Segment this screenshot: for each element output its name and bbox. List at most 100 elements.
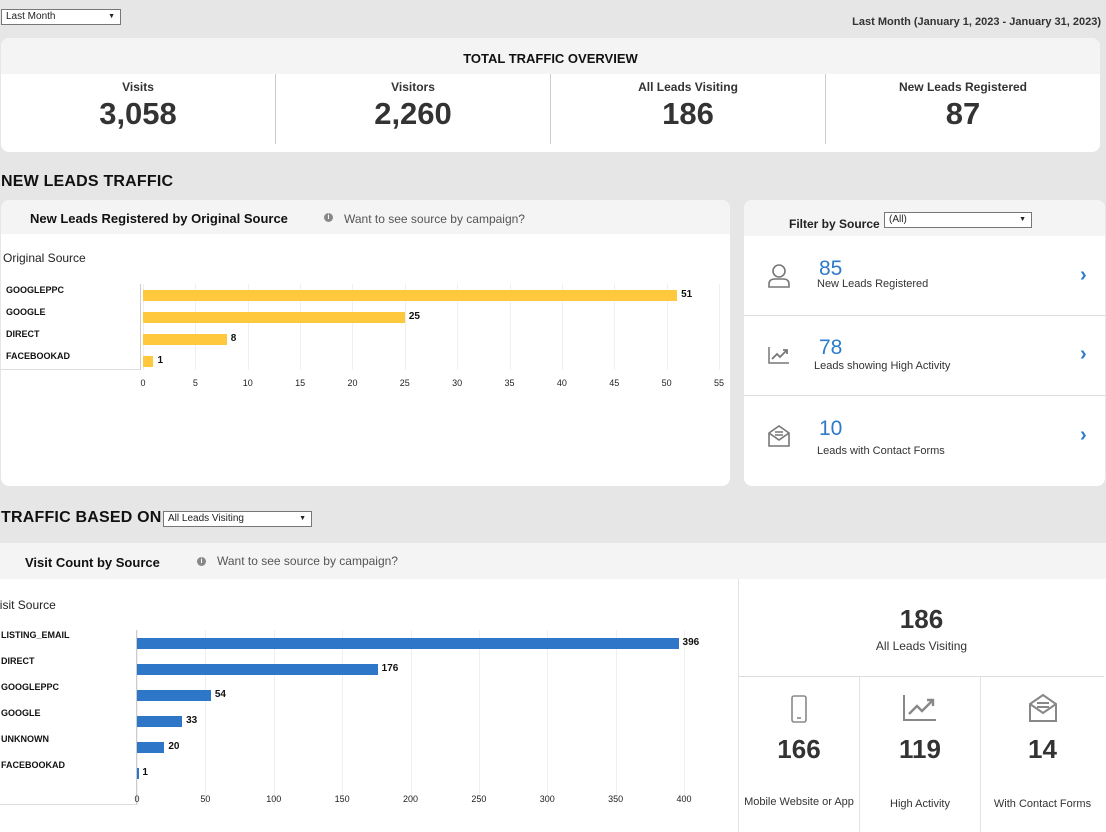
divider [550, 74, 551, 144]
bar[interactable] [137, 767, 139, 779]
x-tick-label: 55 [713, 378, 725, 388]
stat-high-activity: 119 High Activity [860, 676, 980, 832]
bar[interactable] [137, 663, 378, 675]
chevron-down-icon: ▼ [108, 13, 115, 20]
trend-up-icon [903, 695, 936, 721]
bar[interactable] [143, 333, 227, 345]
category-label: GOOGLEPPC [6, 285, 65, 295]
category-label: GOOGLE [6, 307, 46, 317]
envelope-icon [768, 425, 790, 447]
bar-value-label: 1 [142, 767, 148, 778]
gridline [195, 284, 197, 370]
axis-title: Original Source [3, 251, 86, 265]
stat-value: 14 [1028, 734, 1057, 764]
source-filter-select[interactable]: (All) ▼ [884, 212, 1032, 228]
bar[interactable] [137, 637, 679, 649]
divider [739, 676, 1104, 677]
stat-label: High Activity [890, 798, 950, 810]
x-tick-label: 50 [200, 794, 211, 804]
x-tick-label: 0 [134, 794, 140, 804]
divider [744, 395, 1105, 396]
bar[interactable] [143, 355, 154, 367]
x-tick-label: 5 [192, 378, 198, 388]
bar[interactable] [137, 715, 183, 727]
metric-value: 78 [819, 336, 843, 359]
x-tick-label: 150 [334, 794, 350, 804]
bar-value-label: 51 [681, 289, 693, 300]
bar-value-label: 176 [381, 663, 399, 674]
gridline [561, 284, 563, 370]
gridline [410, 630, 412, 805]
category-pane [0, 630, 137, 805]
divider [738, 579, 739, 832]
gridline [342, 630, 344, 805]
traffic-basis-value: All Leads Visiting [168, 513, 244, 524]
metric-label: Leads with Contact Forms [817, 445, 945, 457]
category-pane [1, 284, 141, 370]
chevron-right-icon[interactable]: › [1080, 264, 1087, 286]
x-tick-label: 200 [402, 794, 419, 804]
metric-row-contact-forms[interactable]: 10 Leads with Contact Forms › [744, 396, 1105, 484]
bar-value-label: 33 [186, 715, 198, 726]
category-label: DIRECT [1, 656, 35, 666]
bar[interactable] [137, 741, 165, 753]
campaign-link[interactable]: Want to see source by campaign? [217, 554, 398, 568]
gridline [273, 630, 275, 805]
category-label: DIRECT [6, 329, 40, 339]
x-tick-label: 100 [266, 794, 282, 804]
x-tick-label: 20 [347, 378, 358, 388]
x-tick-label: 15 [295, 378, 306, 388]
period-range-text: Last Month (January 1, 2023 - January 31… [852, 16, 1101, 28]
mobile-icon [791, 695, 807, 723]
kpi-value: 3,058 [99, 96, 177, 131]
overview-header [1, 38, 1100, 74]
campaign-link[interactable]: Want to see source by campaign? [344, 212, 525, 226]
kpi-label: New Leads Registered [898, 80, 1028, 94]
info-icon[interactable]: i [324, 213, 333, 222]
gridline [205, 630, 207, 805]
chart-header [0, 543, 1106, 579]
gridline [404, 284, 406, 370]
visit-count-bar-chart: 0 50 100 150 200 250 300 350 400 LISTING_EMAIL 396… [0, 543, 740, 832]
gridline [614, 284, 616, 370]
bar-value-label: 20 [168, 741, 180, 752]
axis-title: Visit Source [0, 598, 56, 612]
stat-mobile: 166 Mobile Website or App [739, 676, 859, 832]
stat-label: With Contact Forms [993, 798, 1092, 810]
divider [744, 315, 1105, 316]
metric-label: Leads showing High Activity [814, 360, 951, 372]
new-leads-bar-chart: 0 5 10 15 20 25 30 35 40 45 50 55 GOOGLEPPC 51 GOOGLE 2… [1, 200, 730, 486]
category-label: LISTING_EMAIL [1, 630, 70, 640]
gridline [666, 284, 668, 370]
summary-value: 186 [899, 604, 944, 634]
gridline [247, 284, 249, 370]
category-label: FACEBOOKAD [1, 760, 66, 770]
kpi-value: 87 [945, 96, 981, 131]
chevron-right-icon[interactable]: › [1080, 424, 1087, 446]
chevron-down-icon: ▼ [299, 515, 306, 522]
gridline [352, 284, 354, 370]
bar[interactable] [143, 289, 678, 301]
x-tick-label: 45 [609, 378, 620, 388]
gridline [547, 630, 549, 805]
x-tick-label: 40 [556, 378, 567, 388]
bar[interactable] [143, 311, 405, 323]
period-select[interactable]: Last Month ▼ [1, 9, 121, 25]
bar-value-label: 1 [157, 355, 164, 366]
kpi-new-leads: New Leads Registered 87 [826, 80, 1100, 132]
metric-row-high-activity[interactable]: 78 Leads showing High Activity › [744, 316, 1105, 396]
info-icon[interactable]: i [197, 557, 206, 566]
metric-row-new-leads[interactable]: 85 New Leads Registered › [744, 236, 1105, 316]
traffic-basis-select[interactable]: All Leads Visiting ▼ [163, 511, 312, 527]
x-tick-label: 250 [471, 794, 487, 804]
traffic-section-title: TRAFFIC BASED ON [1, 509, 162, 526]
period-select-value: Last Month [6, 11, 56, 22]
x-tick-label: 400 [676, 794, 692, 804]
gridline [615, 630, 617, 805]
gridline [143, 284, 144, 370]
gridline [478, 630, 480, 805]
bar[interactable] [137, 689, 211, 701]
chevron-right-icon[interactable]: › [1080, 343, 1087, 365]
kpi-all-leads-visiting: All Leads Visiting 186 [551, 80, 825, 132]
kpi-value: 2,260 [374, 96, 452, 131]
